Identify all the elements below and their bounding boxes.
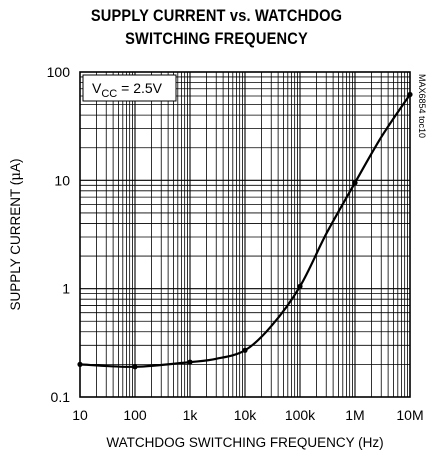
annotation-subscript: CC bbox=[101, 88, 117, 100]
y-tick-label: 0.1 bbox=[51, 389, 71, 405]
series-line bbox=[79, 93, 411, 368]
y-axis-label-suffix: A) bbox=[8, 158, 23, 172]
data-point bbox=[187, 359, 193, 365]
data-point bbox=[297, 283, 303, 289]
data-point bbox=[407, 91, 413, 98]
chart-title-line2: SWITCHING FREQUENCY bbox=[125, 29, 308, 48]
annotation-suffix: = 2.5V bbox=[117, 80, 162, 96]
data-point bbox=[132, 364, 138, 370]
x-tick-label: 10k bbox=[234, 407, 258, 423]
plot-frame bbox=[79, 71, 411, 398]
x-tick-label: 100 bbox=[123, 407, 147, 423]
data-point bbox=[242, 347, 248, 353]
chart-title-line1: SUPPLY CURRENT vs. WATCHDOG bbox=[90, 6, 343, 25]
x-axis-label: WATCHDOG SWITCHING FREQUENCY (Hz) bbox=[106, 435, 383, 450]
annotation-vcc: VCC = 2.5V bbox=[92, 80, 163, 100]
y-axis-label-mu: μ bbox=[8, 172, 24, 181]
y-tick-labels: 0.1 1 10 100 bbox=[47, 64, 71, 405]
data-point bbox=[77, 361, 83, 367]
x-tick-label: 10 bbox=[72, 407, 88, 423]
y-tick-label: 1 bbox=[62, 281, 70, 297]
x-tick-label: 10M bbox=[396, 407, 423, 423]
annotation-box bbox=[82, 74, 177, 102]
x-tick-labels: 10 100 1k 10k 100k 1M 10M bbox=[72, 407, 423, 423]
y-axis-label: SUPPLY CURRENT (μA) bbox=[8, 158, 24, 310]
x-tick-label: 1k bbox=[183, 407, 199, 423]
data-point bbox=[352, 180, 358, 186]
figure-id-text: MAX6854 toc10 bbox=[417, 74, 427, 138]
y-tick-label: 100 bbox=[47, 64, 71, 80]
x-tick-label: 1M bbox=[345, 407, 364, 423]
y-tick-label: 10 bbox=[54, 172, 70, 188]
series-group bbox=[77, 91, 413, 370]
grid bbox=[80, 72, 410, 397]
x-tick-label: 100k bbox=[285, 407, 316, 423]
annotation-prefix: V bbox=[92, 80, 102, 96]
y-axis-label-prefix: SUPPLY CURRENT ( bbox=[8, 180, 23, 310]
